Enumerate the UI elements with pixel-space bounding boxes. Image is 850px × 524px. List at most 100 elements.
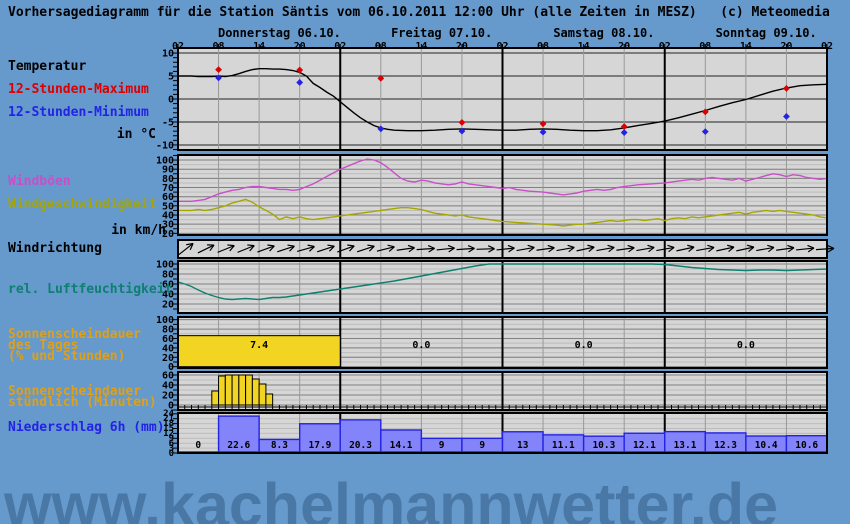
y-axis-label: 0 (168, 95, 174, 106)
y-axis-label: 30 (162, 220, 174, 231)
marker-diamond (539, 120, 547, 128)
page-title: Vorhersagediagramm für die Station Sänti… (8, 5, 830, 20)
y-axis-label: 60 (162, 280, 174, 291)
y-axis-label: 20 (162, 229, 174, 240)
y-axis-label: 12 (163, 429, 174, 439)
marker-diamond (377, 74, 385, 82)
precip-value: 8.3 (271, 440, 288, 451)
y-axis-label: 6 (169, 439, 174, 449)
sunshine-daily-label: Sonnenscheindauer des Tages (% und Stund… (8, 327, 142, 364)
precip-value: 14.1 (390, 440, 413, 451)
precip-value: 20.3 (349, 440, 372, 451)
y-axis-label: 40 (162, 290, 174, 301)
precip-value: 11.1 (552, 440, 575, 451)
day-header: Donnerstag 06.10. (218, 26, 341, 40)
day-header: Sonntag 09.10. (716, 26, 817, 40)
marker-diamond (701, 108, 709, 116)
y-axis-label: 100 (156, 156, 174, 167)
y-axis-label: 3 (169, 444, 174, 454)
y-axis-label: 80 (162, 325, 174, 336)
marker-diamond (296, 79, 304, 86)
y-axis-label: 60 (162, 371, 174, 382)
y-axis-label: 100 (156, 260, 174, 271)
series-wind (178, 158, 828, 203)
wind-direction-label: Windrichtung (8, 241, 102, 256)
meteogram-chart: Donnerstag 06.10. Freitag 07.10. Samstag 0… (156, 26, 835, 459)
precip-value: 10.3 (592, 440, 615, 451)
sunshine-daily-value: 0.0 (575, 340, 593, 351)
precip-value: 9 (439, 440, 445, 451)
y-axis-label: 21 (163, 414, 174, 424)
y-axis-label: 80 (162, 174, 174, 185)
marker-diamond (215, 66, 222, 73)
marker-diamond (701, 128, 709, 136)
y-axis-label: 40 (162, 343, 174, 354)
precipitation-label: Niederschlag 6h (mm) (8, 420, 165, 435)
y-axis-label: 10 (162, 49, 174, 60)
humidity-label: rel. Luftfeuchtigkeit (8, 282, 173, 297)
marker-diamond (458, 119, 466, 126)
precip-value: 0 (195, 440, 201, 451)
min-12h-label: 12-Stunden-Minimum (8, 105, 149, 120)
precip-value: 12.3 (714, 440, 737, 451)
marker-diamond (783, 85, 790, 92)
wind-unit-label: in km/h (111, 223, 166, 238)
day-header: Samstag 08.10. (553, 26, 654, 40)
sunshine-daily-value: 0.0 (412, 340, 430, 351)
wind-direction-arrows (178, 242, 835, 256)
precip-value: 9 (479, 440, 485, 451)
panel-temperature: 10 5 0 -5 -10 (156, 47, 828, 151)
series-wind (178, 198, 828, 227)
precip-value: 13.1 (674, 440, 697, 451)
wind-speed-label: Windgeschwindigkeit (8, 197, 157, 212)
y-axis-label: 60 (162, 192, 174, 203)
series-temperature (178, 67, 828, 132)
precip-value: 17.9 (309, 440, 332, 451)
precip-value: 10.4 (755, 440, 778, 451)
y-axis-label: 9 (169, 434, 174, 444)
temperature-unit-label: in °C (116, 127, 156, 142)
temperature-label: Temperatur (8, 59, 87, 74)
y-axis-label: 90 (162, 165, 174, 176)
panel-wind-direction (177, 239, 835, 259)
watermark: www.kachelmannwetter.de (4, 471, 779, 524)
y-axis-label: 18 (163, 419, 174, 429)
marker-diamond (783, 113, 790, 120)
sunshine-daily-value: 0.0 (737, 340, 755, 351)
time-axis-header: Donnerstag 06.10. Freitag 07.10. Samstag 0… (172, 26, 833, 52)
y-axis-label: 0 (169, 449, 174, 459)
precip-value: 13 (517, 440, 529, 451)
y-axis-label: 50 (162, 201, 174, 212)
y-axis-label: 80 (162, 270, 174, 281)
y-axis-label: 20 (162, 391, 174, 402)
marker-diamond (215, 74, 222, 82)
y-axis-label: 20 (162, 300, 174, 311)
y-axis-label: 24 (163, 409, 174, 419)
max-12h-label: 12-Stunden-Maximum (8, 82, 149, 97)
marker-diamond (458, 127, 466, 135)
y-axis-label: 60 (162, 334, 174, 345)
sunshine-hourly-label: Sonnenscheindauer stündlich (Minuten) (8, 384, 157, 410)
y-axis-label: 100 (156, 315, 174, 326)
y-axis-label: 0 (168, 401, 174, 412)
y-axis-label: 15 (163, 424, 174, 434)
marker-diamond (539, 128, 547, 136)
y-axis-label: 0 (168, 362, 174, 373)
precip-value: 22.6 (227, 440, 250, 451)
y-axis-label: 40 (162, 211, 174, 222)
precip-value: 10.6 (795, 440, 818, 451)
marker-diamond (377, 125, 385, 133)
sunshine-daily-value: 7.4 (250, 340, 268, 351)
marker-diamond (620, 129, 628, 136)
marker-diamond (620, 123, 628, 130)
y-axis-label: 70 (162, 183, 174, 194)
series-humidity (177, 263, 828, 301)
y-axis-label: -5 (162, 117, 174, 128)
marker-diamond (296, 66, 304, 74)
